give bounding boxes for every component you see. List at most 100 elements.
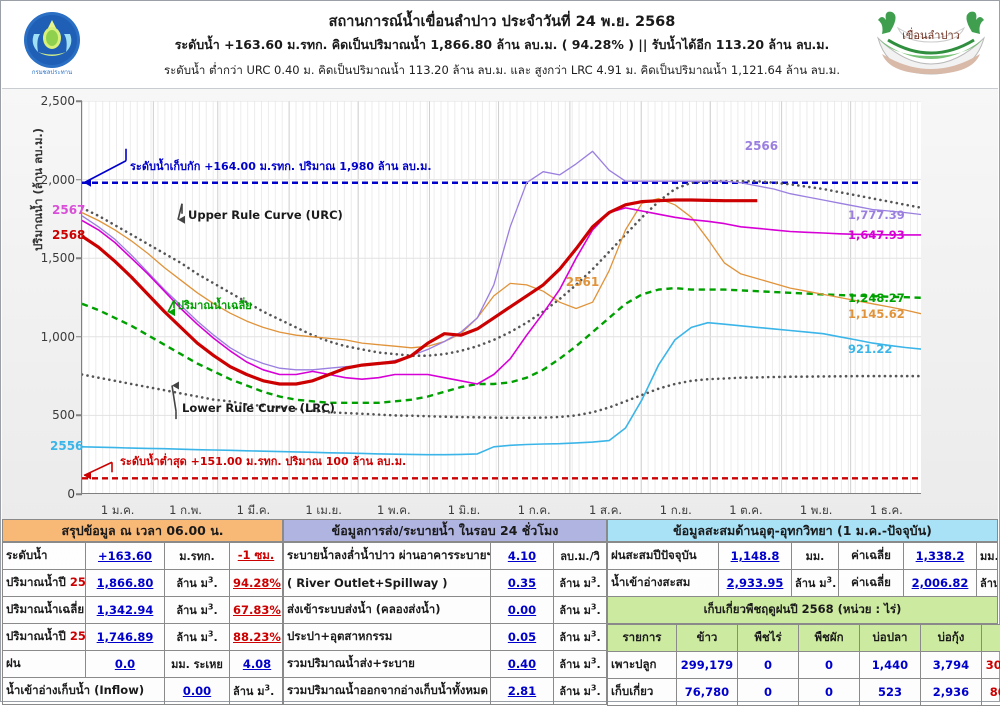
x-tick-5: 1 มิ.ย. xyxy=(448,502,481,520)
annot-minimum-level: ระดับน้ำต่ำสุด +151.00 ม.รทก. ปริมาณ 100… xyxy=(120,452,406,470)
crop-col-0: รายการ xyxy=(608,625,677,652)
row-label: รวมปริมาณน้ำออกจากอ่างเก็บน้ำทั้งหมด xyxy=(284,678,491,705)
crop-cell-1-4: 2,936 xyxy=(921,679,982,706)
row-unit: ล้าน ม3. xyxy=(230,678,283,705)
header-urc-lrc-line: ระดับน้ำ ต่ำกว่า URC 0.40 ม. คิดเป็นปริม… xyxy=(112,62,892,80)
row-label2: ค่าเฉลี่ย xyxy=(839,543,904,570)
row-label: น้ำเข้าอ่างสะสม xyxy=(608,570,719,597)
crop-caption: เก็บเกี่ยวพืชฤดูฝนปี 2568 (หน่วย : ไร่) xyxy=(608,597,998,624)
volume-2568-percent[interactable]: 94.28% xyxy=(230,570,283,597)
row-label: ปริมาณน้ำเฉลี่ย xyxy=(3,597,86,624)
evaporation-cell: 4.08 มม. xyxy=(230,651,283,678)
label-1777-39: 1,777.39 xyxy=(848,208,905,222)
rainfall-value[interactable]: 0.0 xyxy=(86,651,165,678)
x-tick-11: 1 ธ.ค. xyxy=(870,502,903,520)
logo-right-text: เขื่อนลำปาว xyxy=(902,27,960,42)
crop-cell-0-0: 299,179 xyxy=(677,652,738,679)
x-tick-1: 1 ก.พ. xyxy=(169,502,202,520)
volume-average-value[interactable]: 1,342.94 xyxy=(86,597,165,624)
hydro-rows: ฝนสะสมปีปัจจุบัน 1,148.8 มม. ค่าเฉลี่ย 1… xyxy=(607,542,998,624)
volume-2567-value[interactable]: 1,746.89 xyxy=(86,624,165,651)
lampao-dam-logo-icon: เขื่อนลำปาว xyxy=(870,10,992,80)
label-1145-62: 1,145.62 xyxy=(848,307,905,321)
table-row: ฝนสะสมปีปัจจุบัน 1,148.8 มม. ค่าเฉลี่ย 1… xyxy=(608,543,998,570)
y-tick-mark xyxy=(76,179,82,181)
annot-lower-rule-curve: Lower Rule Curve (LRC) xyxy=(182,401,335,415)
data-tables: สรุปข้อมูล ณ เวลา 06.00 น. ระดับน้ำ +163… xyxy=(2,519,998,701)
release-value-5[interactable]: 2.81 xyxy=(491,678,554,705)
crop-col-2: พืชไร่ xyxy=(738,625,799,652)
svg-text:กรมชลประทาน: กรมชลประทาน xyxy=(32,69,72,76)
header-summary-line: ระดับน้ำ +163.60 ม.รทก. คิดเป็นปริมาณน้ำ… xyxy=(122,35,882,55)
x-tick-2: 1 มี.ค. xyxy=(237,502,271,520)
label-2561: 2561 xyxy=(566,275,599,289)
label-2567-left: 2567 xyxy=(52,203,85,217)
row-label: น้ำเข้าอ่างเก็บน้ำ (Inflow) xyxy=(3,678,165,705)
row-unit: ล้าน ม3. xyxy=(165,624,230,651)
crop-total-1: 80,239 xyxy=(982,679,1000,706)
volume-average-percent[interactable]: 67.83% xyxy=(230,597,283,624)
water-level-delta[interactable]: -1 ซม. xyxy=(230,543,283,570)
x-tick-10: 1 พ.ย. xyxy=(800,502,833,520)
release-value-2[interactable]: 0.00 xyxy=(491,597,554,624)
y-tick-1000: 1,000 xyxy=(41,330,75,344)
crop-col-4: บ่อปลา xyxy=(860,625,921,652)
row-unit: ม.รทก. xyxy=(165,543,230,570)
rain-avg-value[interactable]: 1,338.2 xyxy=(904,543,977,570)
table-row: ปริมาณน้ำปี 2567 1,746.89 ล้าน ม3. 88.23… xyxy=(3,624,283,651)
volume-2567-percent[interactable]: 88.23% xyxy=(230,624,283,651)
inflow-accum-value[interactable]: 2,933.95 xyxy=(719,570,792,597)
crop-cell-0-2: 0 xyxy=(799,652,860,679)
x-tick-0: 1 ม.ค. xyxy=(101,502,135,520)
y-tick-mark xyxy=(76,100,82,102)
row-label: ระดับน้ำ xyxy=(3,543,86,570)
summary-table: สรุปข้อมูล ณ เวลา 06.00 น. ระดับน้ำ +163… xyxy=(2,519,283,701)
release-value-0[interactable]: 4.10 xyxy=(491,543,554,570)
crop-col-1: ข้าว xyxy=(677,625,738,652)
row-unit: ล้าน ม3. xyxy=(554,597,607,624)
series-2556 xyxy=(82,323,921,455)
x-tick-3: 1 เม.ย. xyxy=(305,502,342,520)
release-value-3[interactable]: 0.05 xyxy=(491,624,554,651)
row-unit: ล้าน ม3. xyxy=(554,678,607,705)
row-label: ฝน xyxy=(3,651,86,678)
annot-average-volume: ปริมาณน้ำเฉลี่ย xyxy=(177,296,252,314)
crop-table: รายการข้าวพืชไร่พืชผักบ่อปลาบ่อกุ้งรวมเพ… xyxy=(607,624,1000,706)
crop-col-3: พืชผัก xyxy=(799,625,860,652)
release-caption: ข้อมูลการส่ง/ระบายน้ำ ในรอบ 24 ชั่วโมง xyxy=(283,519,607,542)
crop-row-label: เพาะปลูก xyxy=(608,652,677,679)
y-tick-0: 0 xyxy=(67,487,75,501)
volume-2568-value[interactable]: 1,866.80 xyxy=(86,570,165,597)
release-table: ข้อมูลการส่ง/ระบายน้ำ ในรอบ 24 ชั่วโมง ร… xyxy=(283,519,607,701)
row-label: ฝนสะสมปีปัจจุบัน xyxy=(608,543,719,570)
inflow-avg-value[interactable]: 2,006.82 xyxy=(904,570,977,597)
release-value-4[interactable]: 0.40 xyxy=(491,651,554,678)
y-tick-1500: 1,500 xyxy=(41,251,75,265)
row-unit: ล้าน ม3. xyxy=(554,624,607,651)
release-value-1[interactable]: 0.35 xyxy=(491,570,554,597)
table-row: ฝน 0.0 มม. ระเหย 4.08 มม. xyxy=(3,651,283,678)
crop-cell-0-1: 0 xyxy=(738,652,799,679)
row-label: ( River Outlet+Spillway ) xyxy=(284,570,491,597)
rain-accum-value[interactable]: 1,148.8 xyxy=(719,543,792,570)
y-tick-2000: 2,000 xyxy=(41,173,75,187)
row-label: ประปา+อุตสาหกรรม xyxy=(284,624,491,651)
y-tick-2500: 2,500 xyxy=(41,94,75,108)
x-tick-7: 1 ส.ค. xyxy=(589,502,622,520)
water-level-value[interactable]: +163.60 xyxy=(86,543,165,570)
table-row: น้ำเข้าอ่างเก็บน้ำ (Inflow) 0.00 ล้าน ม3… xyxy=(3,678,283,705)
annot-upper-rule-curve: Upper Rule Curve (URC) xyxy=(188,208,343,222)
crop-total-0: 304,413 xyxy=(982,652,1000,679)
crop-cell-1-2: 0 xyxy=(799,679,860,706)
evaporation-value[interactable]: 4.08 xyxy=(233,657,281,671)
y-tick-mark xyxy=(76,257,82,259)
summary-caption: สรุปข้อมูล ณ เวลา 06.00 น. xyxy=(2,519,283,542)
annot-full-supply-level: ระดับน้ำเก็บกัก +164.00 ม.รทก. ปริมาณ 1,… xyxy=(130,157,432,175)
page-title: สถานการณ์น้ำเขื่อนลำปาว ประจำวันที่ 24 พ… xyxy=(142,10,862,33)
inflow-value[interactable]: 0.00 xyxy=(165,678,230,705)
